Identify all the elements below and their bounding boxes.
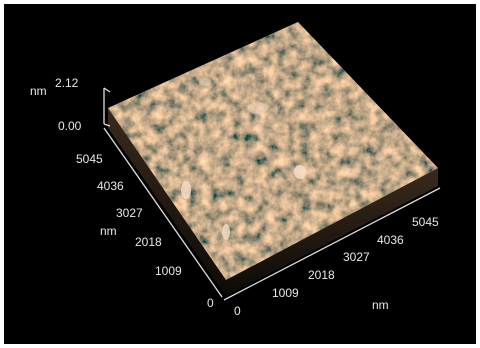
y-tick-label: 3027 xyxy=(116,206,143,220)
z-axis-unit: nm xyxy=(30,84,47,98)
surface-wall-right xyxy=(226,168,438,296)
y-axis-unit: nm xyxy=(100,224,117,238)
y-tick-label: 5045 xyxy=(76,152,103,166)
z-axis-cap xyxy=(103,87,111,93)
y-tick-label: 2018 xyxy=(135,235,162,249)
surface-topography xyxy=(108,22,438,280)
z-axis-min: 0.00 xyxy=(58,119,82,133)
x-tick-label: 3027 xyxy=(343,250,370,264)
x-tick-label: 1009 xyxy=(272,286,299,300)
x-axis xyxy=(223,187,441,301)
z-axis-cap xyxy=(103,123,111,127)
x-tick-label: 2018 xyxy=(308,268,335,282)
x-tick-label: 5045 xyxy=(412,215,439,229)
surface-peaks xyxy=(181,78,306,240)
y-axis xyxy=(103,127,223,298)
y-tick-label: 0 xyxy=(207,296,214,310)
x-tick-label: 4036 xyxy=(377,233,404,247)
x-axis-unit: nm xyxy=(372,298,389,312)
x-tick-label: 0 xyxy=(234,304,241,318)
z-axis-max: 2.12 xyxy=(55,76,79,90)
surface-wall-left xyxy=(108,108,226,296)
y-tick-label: 1009 xyxy=(155,264,182,278)
y-tick-label: 4036 xyxy=(97,179,124,193)
